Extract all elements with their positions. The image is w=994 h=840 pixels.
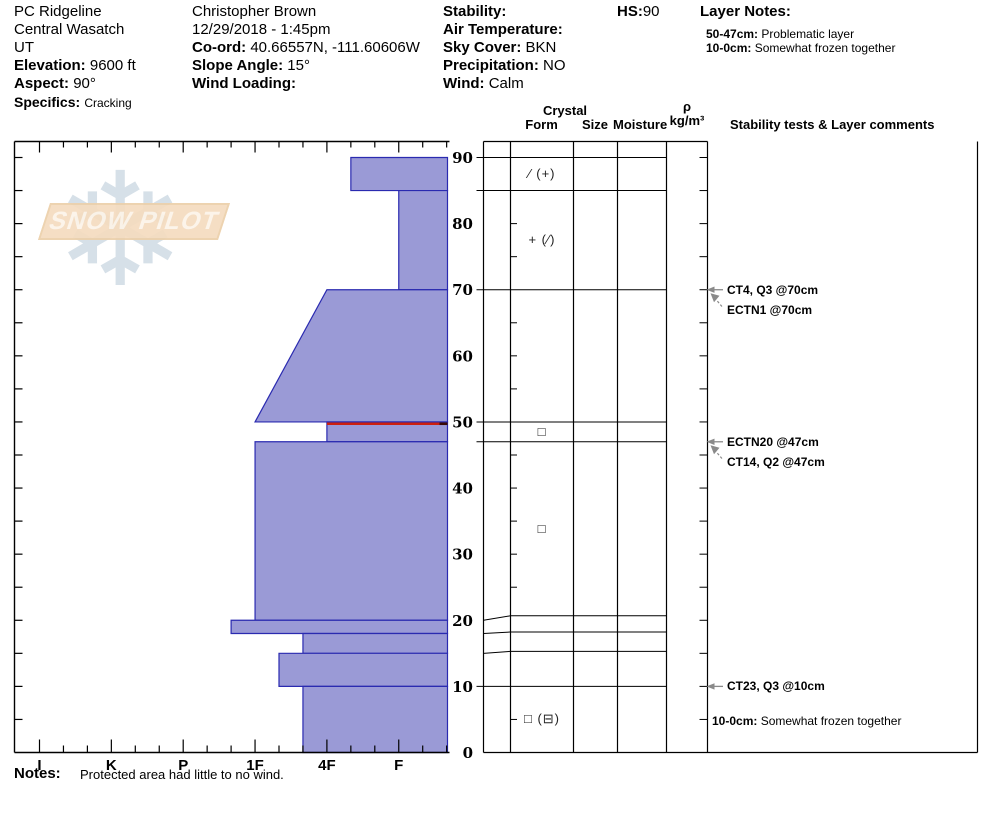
layer-notes-title: Layer Notes:: [700, 3, 791, 20]
crystal-group-header: Crystal: [542, 103, 588, 118]
form-column-header: Form: [525, 117, 558, 132]
depth-label: 40: [452, 480, 473, 498]
moisture-column-header: Moisture: [613, 117, 668, 132]
coordinates: Co-ord: 40.66557N, -111.60606W: [192, 39, 420, 56]
snow-layer: [230, 619, 449, 635]
hardness-label: F: [394, 757, 403, 774]
stability-test-label: CT4, Q3 @70cm: [727, 282, 819, 297]
hardness-label: P: [178, 757, 188, 774]
layer-note-item: 50-47cm: Problematic layer: [706, 27, 855, 41]
wind-loading: Wind Loading:: [192, 75, 297, 92]
depth-label: 20: [452, 612, 473, 630]
comments-column-header: Stability tests & Layer comments: [730, 117, 935, 132]
depth-label: 60: [452, 347, 473, 365]
depth-ticks-left: [14, 156, 23, 721]
profile-bars: [230, 156, 449, 754]
grain-form-symbol: ∕ (+): [528, 166, 556, 182]
hardness-label: 1F: [246, 757, 264, 774]
chart-layer-comment: 10-0cm: Somewhat frozen together: [712, 714, 902, 729]
table-grid: [476, 140, 979, 754]
depth-label: 0: [463, 744, 473, 762]
site-name: PC Ridgeline: [14, 3, 102, 20]
snow-layer: [254, 289, 449, 423]
sky-cover-field: Sky Cover: BKN: [443, 39, 557, 56]
air-temperature-field: Air Temperature:: [443, 21, 563, 38]
stability-test-label: CT14, Q2 @47cm: [727, 454, 825, 469]
density-unit-header: kg/m³: [669, 113, 705, 128]
site-state: UT: [14, 39, 34, 56]
site-range: Central Wasatch: [14, 21, 125, 38]
snow-layer: [302, 685, 449, 754]
stability-field: Stability:: [443, 3, 507, 20]
precipitation-field: Precipitation: NO: [443, 57, 566, 74]
snow-height: HS:90: [617, 3, 660, 20]
site-aspect: Aspect: 90°: [14, 75, 96, 92]
grain-form-symbol: □: [537, 423, 547, 439]
depth-label: 10: [452, 678, 473, 696]
stability-test-label: ECTN20 @47cm: [727, 434, 819, 449]
grain-form-symbol: □ (⊟): [523, 711, 560, 727]
test-arrows: [706, 286, 724, 690]
depth-label: 70: [452, 281, 473, 299]
hardness-axis-labels: I K P 1F 4F F: [37, 757, 403, 774]
size-column-header: Size: [581, 117, 608, 132]
observer-name: Christopher Brown: [192, 3, 317, 20]
wind-field: Wind: Calm: [443, 75, 524, 92]
notes-text: Protected area had little to no wind.: [80, 767, 284, 782]
depth-label: 80: [452, 215, 473, 233]
layer-note-item: 10-0cm: Somewhat frozen together: [706, 41, 896, 55]
depth-label: 90: [452, 149, 473, 167]
snow-layer: [278, 652, 449, 687]
depth-axis-labels: 0 10 20 30 40 50 60 70 80 90: [452, 149, 473, 762]
observation-datetime: 12/29/2018 - 1:45pm: [192, 21, 331, 38]
grain-form-symbol: □: [537, 520, 547, 536]
hardness-label: 4F: [318, 757, 336, 774]
stability-test-label: ECTN1 @70cm: [727, 302, 813, 317]
hardness-ticks: [38, 141, 448, 753]
snow-layer: [350, 156, 449, 192]
depth-label: 30: [452, 546, 473, 564]
depth-label: 50: [452, 413, 473, 431]
hardness-label: I: [37, 757, 41, 774]
hardness-label: K: [106, 757, 117, 774]
snow-layer: [254, 441, 449, 621]
notes-label: Notes:: [14, 765, 61, 782]
snow-layer: [398, 189, 449, 291]
stability-test-label: CT23, Q3 @10cm: [727, 679, 825, 694]
slope-angle: Slope Angle: 15°: [192, 57, 310, 74]
snow-layer: [302, 632, 449, 654]
density-rho-header: ρ: [682, 99, 692, 114]
site-specifics: Specifics: Cracking: [14, 94, 132, 110]
site-elevation: Elevation: 9600 ft: [14, 57, 136, 74]
grain-form-symbol: + (∕): [528, 232, 556, 248]
